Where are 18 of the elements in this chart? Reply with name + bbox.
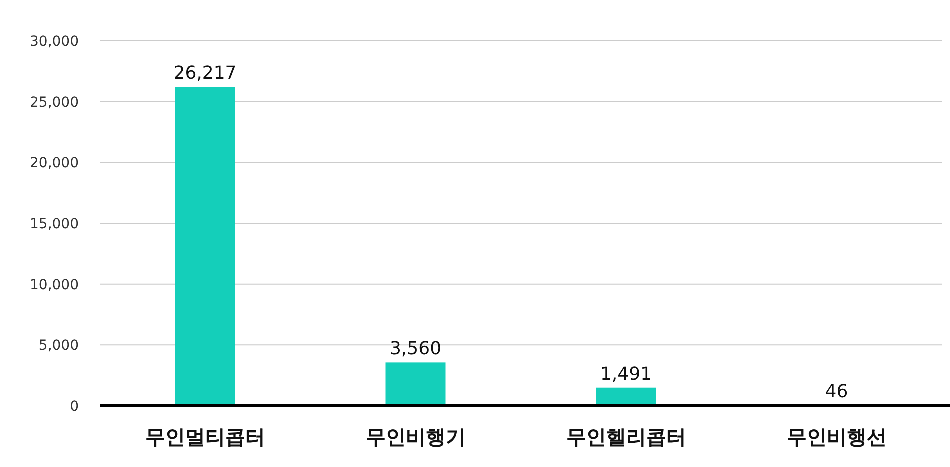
y-tick-label: 20,000 <box>30 156 79 172</box>
y-tick-label: 25,000 <box>30 94 79 111</box>
data-label: 3,560 <box>390 338 442 360</box>
y-tick-label: 0 <box>70 399 79 415</box>
bar <box>386 362 446 406</box>
y-tick-label: 10,000 <box>30 277 79 294</box>
data-label: 1,491 <box>600 364 652 385</box>
bar <box>175 87 236 406</box>
data-label: 26,217 <box>174 63 237 84</box>
x-tick-label: 무인비행기 <box>366 425 466 449</box>
x-tick-label: 무인멀티콥터 <box>145 425 266 449</box>
y-tick-label: 5,000 <box>38 338 79 354</box>
data-label: 46 <box>825 381 848 402</box>
x-tick-label: 무인비행선 <box>786 425 887 449</box>
bar <box>596 388 656 406</box>
y-tick-label: 30,000 <box>30 34 79 50</box>
y-tick-label: 15,000 <box>30 216 79 232</box>
x-tick-label: 무인헬리콥터 <box>566 425 686 449</box>
